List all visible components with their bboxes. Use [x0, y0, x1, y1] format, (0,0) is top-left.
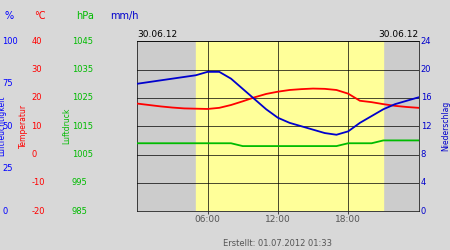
Text: -10: -10: [32, 178, 45, 188]
Text: 16: 16: [421, 94, 432, 102]
Text: °C: °C: [34, 11, 45, 21]
Text: 50: 50: [2, 122, 13, 131]
Text: 1025: 1025: [72, 94, 93, 102]
Text: 8: 8: [421, 150, 426, 159]
Text: 995: 995: [72, 178, 88, 188]
Text: Erstellt: 01.07.2012 01:33: Erstellt: 01.07.2012 01:33: [223, 238, 333, 248]
Text: 30.06.12: 30.06.12: [378, 30, 418, 39]
Text: 12: 12: [421, 122, 431, 131]
Text: 0: 0: [421, 207, 426, 216]
Text: 30: 30: [32, 65, 42, 74]
Bar: [196, 41, 383, 211]
Text: %: %: [4, 11, 13, 21]
Text: 4: 4: [421, 178, 426, 188]
Text: 1015: 1015: [72, 122, 93, 131]
Text: 30.06.12: 30.06.12: [137, 30, 177, 39]
Text: 40: 40: [32, 37, 42, 46]
Text: Luftdruck: Luftdruck: [62, 108, 71, 144]
Text: hPa: hPa: [76, 11, 94, 21]
Text: mm/h: mm/h: [110, 11, 139, 21]
Text: 20: 20: [32, 94, 42, 102]
Text: 985: 985: [72, 207, 88, 216]
Text: 1035: 1035: [72, 65, 93, 74]
Text: 20: 20: [421, 65, 431, 74]
Text: 10: 10: [32, 122, 42, 131]
Text: 0: 0: [32, 150, 37, 159]
Text: 75: 75: [2, 79, 13, 88]
Text: 100: 100: [2, 37, 18, 46]
Text: Luftfeuchtigkeit: Luftfeuchtigkeit: [0, 96, 6, 156]
Text: 24: 24: [421, 37, 431, 46]
Text: 25: 25: [2, 164, 13, 173]
Text: Niederschlag: Niederschlag: [441, 101, 450, 151]
Text: Temperatur: Temperatur: [19, 104, 28, 148]
Text: -20: -20: [32, 207, 45, 216]
Text: 1045: 1045: [72, 37, 93, 46]
Text: 1005: 1005: [72, 150, 93, 159]
Text: 0: 0: [2, 207, 8, 216]
